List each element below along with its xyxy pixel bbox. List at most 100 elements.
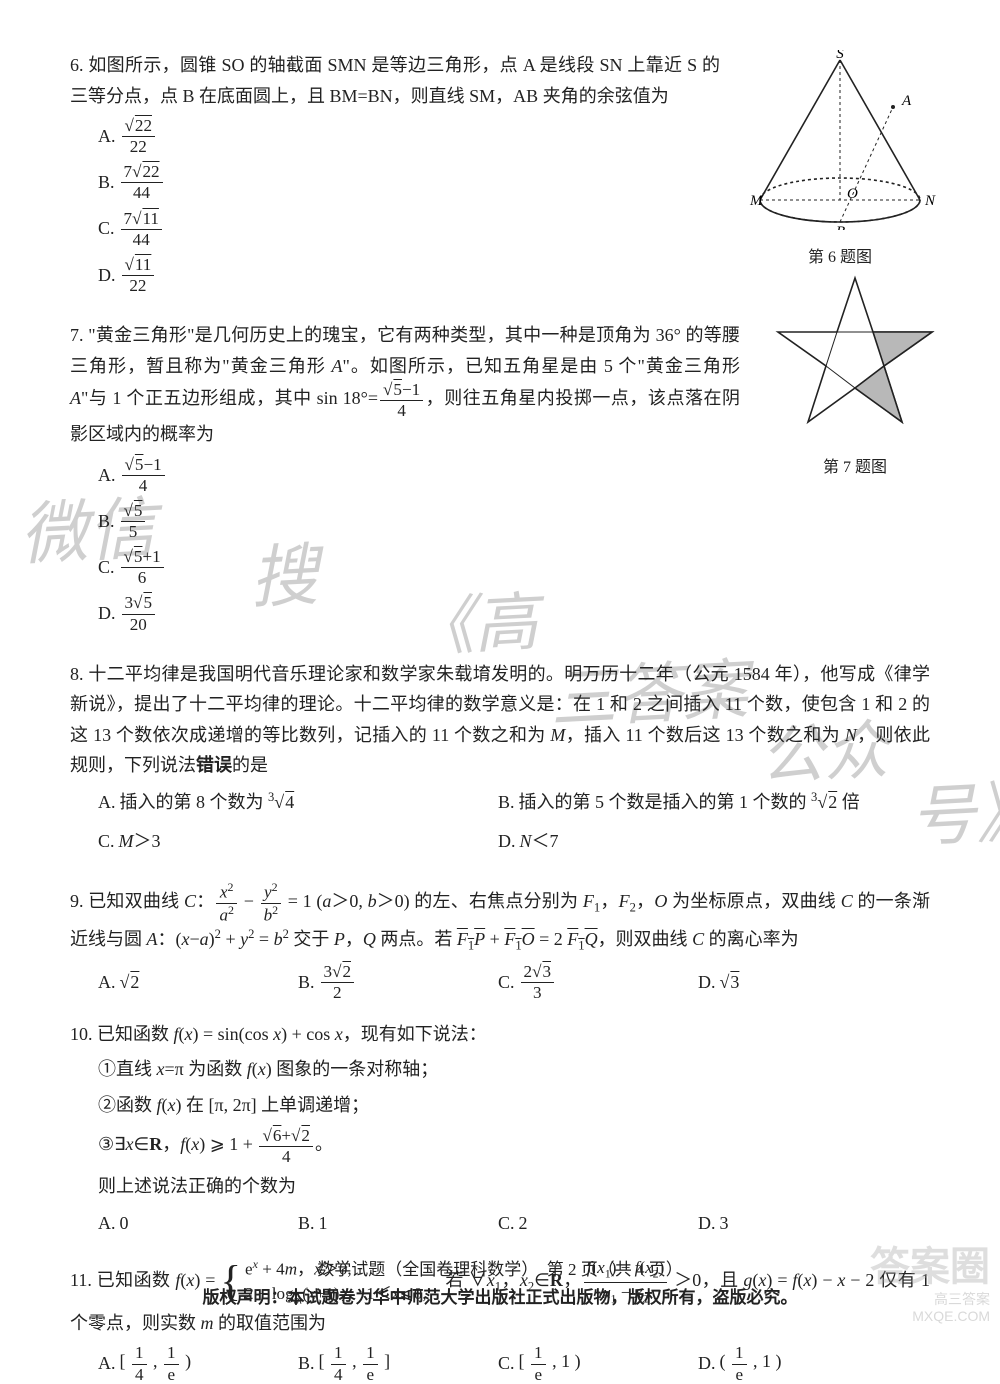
choice-label: B. (298, 967, 315, 998)
question-tail: 则上述说法正确的个数为 (98, 1171, 930, 1202)
questions-container: 6. 如图所示，圆锥 SO 的轴截面 SMN 是等边三角形，点 A 是线段 SN… (70, 50, 930, 1383)
choice-value: √5+16 (119, 548, 166, 586)
choice-label: A. (98, 1348, 116, 1379)
choice: A.0 (98, 1208, 298, 1239)
choice-label: B. (98, 167, 115, 198)
statement: ①直线 x=π 为函数 f(x) 图象的一条对称轴； (98, 1054, 930, 1085)
choice-label: C. (498, 1348, 515, 1379)
statements: ①直线 x=π 为函数 f(x) 图象的一条对称轴； ②函数 f(x) 在 [π,… (98, 1054, 930, 1165)
choice-label: A. (98, 121, 116, 152)
choice: C.7√1144 (98, 210, 498, 248)
choice-label: C. (98, 552, 115, 583)
choice-label: C. (498, 967, 515, 998)
choice: D.3√520 (98, 594, 498, 632)
choice: D.( 1e , 1 ) (698, 1344, 898, 1382)
corner-watermark-url: MXQE.COM (870, 1308, 990, 1325)
question-text: 8. 十二平均律是我国明代音乐理论家和数学家朱载堉发明的。明万历十二年（公元 1… (70, 659, 930, 781)
choices: A.插入的第 8 个数为 3√4B.插入的第 5 个数是插入的第 1 个数的 3… (98, 787, 930, 864)
choice-label: D. (498, 826, 516, 857)
choice-value: √1122 (120, 256, 157, 294)
choice-label: D. (698, 1208, 716, 1239)
choice: C.2 (498, 1208, 698, 1239)
question-6: 6. 如图所示，圆锥 SO 的轴截面 SMN 是等边三角形，点 A 是线段 SN… (70, 50, 930, 302)
choice: B.3√22 (298, 963, 498, 1001)
choice-label: A. (98, 1208, 116, 1239)
choices: A.√5−14B.√55C.√5+16D.3√520 (98, 456, 930, 641)
choice-value: √5−14 (120, 456, 167, 494)
choice-value: √55 (119, 502, 148, 540)
choice-value: 7√1144 (119, 210, 164, 248)
choice-label: C. (98, 213, 115, 244)
choice: D.√1122 (98, 256, 498, 294)
choice: A.[ 14 , 1e ) (98, 1344, 298, 1382)
choice: B.插入的第 5 个数是插入的第 1 个数的 3√2 倍 (498, 787, 898, 818)
question-number: 7. (70, 325, 88, 345)
choice-label: A. (98, 787, 116, 818)
choice-label: A. (98, 460, 116, 491)
question-9: 9. 已知双曲线 C：x2a2 − y2b2 = 1 (a＞0, b＞0) 的左… (70, 882, 930, 1001)
choice-value: √3 (720, 967, 740, 998)
choice: B.7√2244 (98, 163, 498, 201)
choices: A.√2B.3√22C.2√33D.√3 (98, 963, 930, 1001)
choice-label: D. (98, 598, 116, 629)
choice-label: D. (698, 967, 716, 998)
corner-watermark-small: 高三答案 (870, 1291, 990, 1308)
choice: B.1 (298, 1208, 498, 1239)
question-10: 10. 已知函数 f(x) = sin(cos x) + cos x，现有如下说… (70, 1019, 930, 1238)
choices: A.0B.1C.2D.3 (98, 1208, 930, 1239)
statement: ③∃x∈R，f(x) ⩾ 1 + √6+√24。 (98, 1127, 930, 1165)
choice-value: 插入的第 8 个数为 3√4 (120, 787, 295, 818)
choice-value: N＜7 (520, 826, 559, 857)
question-text: 9. 已知双曲线 C：x2a2 − y2b2 = 1 (a＞0, b＞0) 的左… (70, 882, 930, 957)
choice: C.2√33 (498, 963, 698, 1001)
question-8: 8. 十二平均律是我国明代音乐理论家和数学家朱载堉发明的。明万历十二年（公元 1… (70, 659, 930, 865)
choice-value: √2 (120, 967, 140, 998)
choices: A.[ 14 , 1e )B.[ 14 , 1e ]C.[ 1e , 1 )D.… (98, 1344, 930, 1382)
corner-watermark-big: 答案圈 (870, 1243, 990, 1291)
question-text: 7. "黄金三角形"是几何历史上的瑰宝，它有两种类型，其中一种是顶角为 36° … (70, 320, 930, 450)
choice: A.√2 (98, 963, 298, 1001)
choice: C.√5+16 (98, 548, 498, 586)
question-text: 6. 如图所示，圆锥 SO 的轴截面 SMN 是等边三角形，点 A 是线段 SN… (70, 50, 930, 111)
choice-value: 0 (120, 1208, 129, 1239)
choice-value: √2222 (120, 117, 157, 155)
choice-value: 3 (720, 1208, 729, 1239)
choice-label: A. (98, 967, 116, 998)
choice-label: D. (98, 260, 116, 291)
choice-label: B. (298, 1208, 315, 1239)
question-number: 6. (70, 55, 88, 75)
choice-label: D. (698, 1348, 716, 1379)
choice: D.3 (698, 1208, 898, 1239)
choice: A.√2222 (98, 117, 498, 155)
choice: C.M＞3 (98, 826, 498, 857)
choice-value: [ 14 , 1e ) (120, 1344, 192, 1382)
choice-label: B. (98, 506, 115, 537)
choice-value: 2 (519, 1208, 528, 1239)
choice-value: ( 1e , 1 ) (720, 1344, 782, 1382)
question-7: 7. "黄金三角形"是几何历史上的瑰宝，它有两种类型，其中一种是顶角为 36° … (70, 320, 930, 641)
question-number: 8. (70, 664, 88, 684)
choice-value: [ 14 , 1e ] (319, 1344, 391, 1382)
choice-value: 2√33 (519, 963, 556, 1001)
choice-value: 3√520 (120, 594, 157, 632)
statement: ②函数 f(x) 在 [π, 2π] 上单调递增； (98, 1090, 930, 1121)
choice-label: C. (98, 826, 115, 857)
choice: B.[ 14 , 1e ] (298, 1344, 498, 1382)
choice-value: M＞3 (119, 826, 161, 857)
choice-value: 插入的第 5 个数是插入的第 1 个数的 3√2 倍 (519, 787, 860, 818)
choice: D.N＜7 (498, 826, 898, 857)
choice-label: B. (298, 1348, 315, 1379)
choice: D.√3 (698, 963, 898, 1001)
page-footer: 数学试题（全国卷理科数学） 第 2 页（共 4 页） (0, 1256, 1000, 1285)
corner-watermark: 答案圈 高三答案 MXQE.COM (870, 1243, 990, 1325)
choices: A.√2222B.7√2244C.7√1144D.√1122 (98, 117, 930, 302)
choice-value: [ 1e , 1 ) (519, 1344, 581, 1382)
choice-value: 7√2244 (119, 163, 165, 201)
question-number: 10. (70, 1024, 97, 1044)
choice: C.[ 1e , 1 ) (498, 1344, 698, 1382)
choice: A.插入的第 8 个数为 3√4 (98, 787, 498, 818)
question-text: 10. 已知函数 f(x) = sin(cos x) + cos x，现有如下说… (70, 1019, 930, 1050)
choice: A.√5−14 (98, 456, 498, 494)
choice-value: 1 (319, 1208, 328, 1239)
choice-value: 3√22 (319, 963, 356, 1001)
